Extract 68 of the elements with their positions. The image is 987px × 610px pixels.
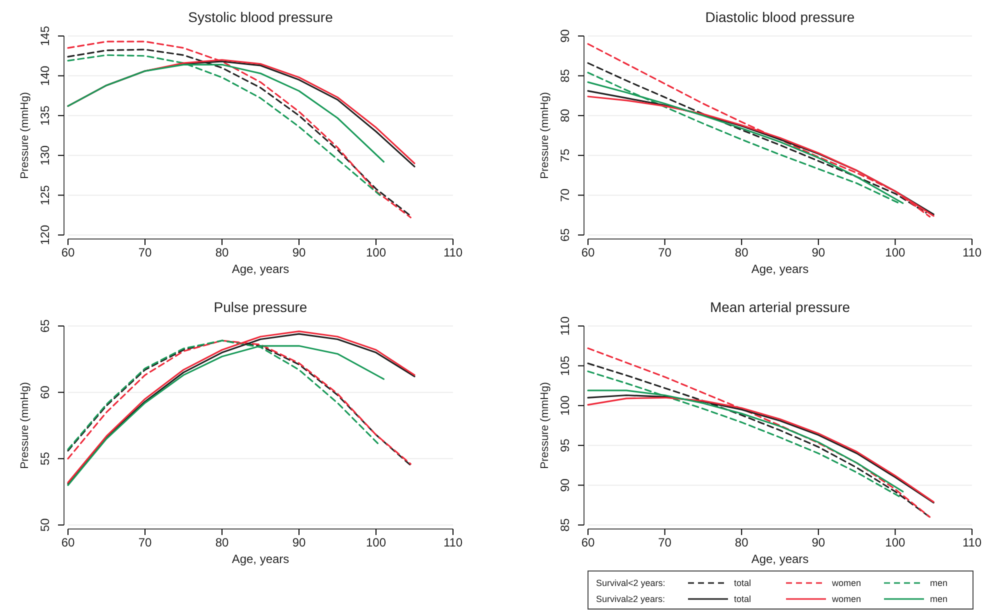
y-tick-label: 50: [38, 518, 52, 532]
chart-title: Diastolic blood pressure: [705, 9, 855, 25]
chart-title: Mean arterial pressure: [710, 299, 850, 315]
y-tick-label: 130: [38, 145, 52, 166]
y-tick-label: 80: [558, 108, 572, 122]
chart-title: Pulse pressure: [214, 299, 308, 315]
legend-label: total: [734, 594, 752, 604]
y-tick-label: 90: [558, 478, 572, 492]
x-tick-label: 100: [366, 536, 386, 550]
y-tick-label: 120: [38, 224, 52, 246]
y-tick-label: 95: [558, 438, 572, 452]
x-tick-label: 110: [962, 536, 982, 550]
x-tick-label: 100: [366, 246, 386, 260]
x-tick-label: 100: [885, 536, 906, 550]
y-tick-label: 55: [38, 452, 52, 466]
y-tick-label: 135: [38, 105, 52, 126]
x-tick-label: 60: [61, 536, 75, 550]
x-tick-label: 70: [138, 536, 152, 550]
y-tick-label: 145: [38, 26, 52, 46]
y-axis-title: Pressure (mmHg): [539, 382, 551, 469]
x-tick-label: 70: [138, 246, 152, 260]
x-tick-label: 80: [215, 536, 229, 550]
legend-label: women: [831, 594, 862, 604]
x-tick-label: 60: [581, 246, 595, 260]
y-tick-label: 140: [38, 65, 52, 86]
chart-title: Systolic blood pressure: [188, 9, 334, 25]
y-tick-label: 110: [558, 316, 572, 336]
y-tick-label: 65: [38, 319, 52, 333]
y-tick-label: 105: [558, 355, 572, 376]
x-tick-label: 100: [885, 246, 906, 260]
legend-label: men: [930, 594, 948, 604]
x-tick-label: 80: [215, 246, 229, 260]
line-series: [587, 370, 900, 498]
line-series: [67, 54, 381, 196]
y-tick-label: 100: [558, 395, 572, 416]
x-tick-label: 60: [61, 246, 75, 260]
x-tick-label: 110: [443, 536, 463, 550]
x-tick-label: 110: [962, 246, 982, 260]
x-tick-label: 110: [443, 246, 463, 260]
x-tick-label: 80: [734, 536, 749, 550]
y-axis-title: Pressure (mmHg): [539, 92, 551, 179]
x-axis-title: Age, years: [232, 552, 290, 566]
y-tick-label: 125: [38, 184, 52, 206]
x-tick-label: 70: [658, 536, 672, 550]
y-axis-title: Pressure (mmHg): [19, 92, 31, 179]
x-axis-title: Age, years: [751, 262, 809, 276]
y-tick-label: 85: [558, 68, 572, 82]
y-tick-label: 60: [38, 385, 52, 400]
x-axis-title: Age, years: [751, 552, 809, 566]
text: Survival<2 years:: [596, 578, 666, 588]
legend-label: women: [831, 578, 862, 588]
x-tick-label: 60: [581, 536, 595, 550]
x-tick-label: 90: [292, 536, 306, 550]
x-axis-title: Age, years: [232, 262, 290, 276]
y-tick-label: 70: [558, 188, 572, 202]
legend-label: men: [930, 578, 948, 588]
x-tick-label: 90: [812, 246, 826, 260]
text: Survival≥2 years:: [596, 594, 665, 604]
x-tick-label: 80: [734, 246, 749, 260]
x-tick-label: 90: [812, 536, 826, 550]
y-tick-label: 85: [558, 518, 572, 532]
y-tick-label: 65: [558, 228, 572, 242]
x-tick-label: 70: [658, 246, 672, 260]
y-axis-title: Pressure (mmHg): [19, 382, 31, 469]
legend-label: total: [734, 578, 752, 588]
y-tick-label: 75: [558, 148, 572, 162]
x-tick-label: 90: [292, 246, 306, 260]
y-tick-label: 90: [558, 29, 572, 43]
